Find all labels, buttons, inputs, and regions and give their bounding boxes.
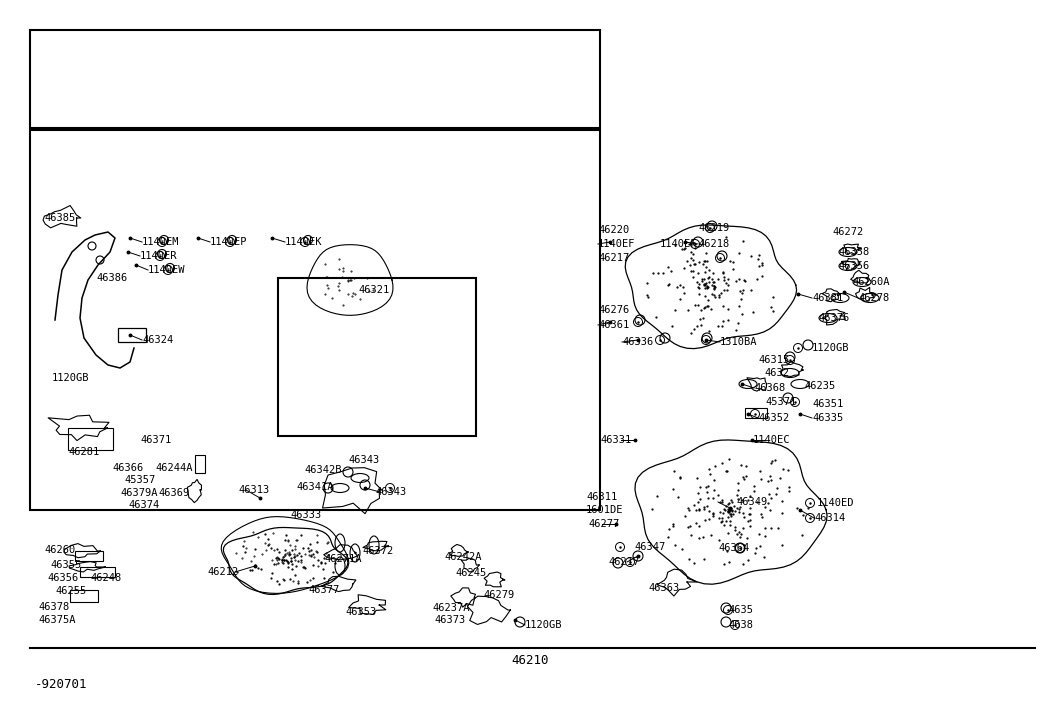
- Text: 46381: 46381: [812, 293, 843, 303]
- Text: 46355: 46355: [50, 560, 81, 570]
- Text: 4638: 4638: [728, 620, 753, 630]
- Text: -920701: -920701: [35, 678, 87, 691]
- Text: 46260A: 46260A: [853, 277, 890, 287]
- Bar: [68, 428, 113, 450]
- Text: 46372: 46372: [362, 546, 393, 556]
- Text: 1140EW: 1140EW: [148, 265, 186, 275]
- Text: 1140EK: 1140EK: [285, 237, 322, 247]
- Text: 46352: 46352: [758, 413, 789, 423]
- Text: 1601DE: 1601DE: [586, 505, 624, 515]
- Text: 46385: 46385: [44, 213, 75, 223]
- Text: 46374: 46374: [128, 500, 159, 510]
- Text: 46376: 46376: [819, 313, 849, 323]
- Text: 46358: 46358: [838, 247, 870, 257]
- Bar: [30, 30, 600, 128]
- Bar: [195, 455, 205, 473]
- Text: 46278: 46278: [858, 293, 890, 303]
- Text: 4635: 4635: [728, 605, 753, 615]
- Text: 46342B: 46342B: [304, 465, 341, 475]
- Text: 46242A: 46242A: [444, 552, 482, 562]
- Text: 46255: 46255: [55, 586, 86, 596]
- Bar: [118, 328, 146, 342]
- Text: 46311: 46311: [586, 492, 618, 502]
- Text: 46377: 46377: [308, 585, 339, 595]
- Bar: [30, 130, 600, 510]
- Text: 46386: 46386: [96, 273, 128, 283]
- Text: 46368: 46368: [754, 383, 786, 393]
- Text: 46375A: 46375A: [38, 615, 75, 625]
- Text: 46313: 46313: [238, 485, 269, 495]
- Text: 1140EF: 1140EF: [660, 239, 697, 249]
- Text: 1120GB: 1120GB: [525, 620, 562, 630]
- Text: 46248: 46248: [90, 573, 121, 583]
- Text: 46217: 46217: [608, 557, 639, 567]
- Bar: [75, 551, 103, 561]
- Text: 46336: 46336: [622, 337, 654, 347]
- Text: 46356: 46356: [47, 573, 79, 583]
- Text: 46373: 46373: [434, 615, 466, 625]
- Text: 46212: 46212: [207, 567, 238, 577]
- Bar: [745, 408, 767, 418]
- Text: 46314: 46314: [814, 513, 845, 523]
- Text: 1140EP: 1140EP: [210, 237, 248, 247]
- Text: 46276: 46276: [598, 305, 629, 315]
- Text: 46260: 46260: [44, 545, 75, 555]
- Text: 45371: 45371: [765, 397, 796, 407]
- Bar: [279, 278, 476, 436]
- Text: 46364: 46364: [718, 543, 749, 553]
- Text: 1140ED: 1140ED: [817, 498, 855, 508]
- Text: 46343: 46343: [348, 455, 379, 465]
- Text: 46272: 46272: [832, 227, 863, 237]
- Text: 46220: 46220: [598, 225, 629, 235]
- Text: 46378: 46378: [38, 602, 69, 612]
- Text: 46347: 46347: [634, 542, 665, 552]
- Text: 46363: 46363: [648, 583, 679, 593]
- Text: 46351: 46351: [812, 399, 843, 409]
- Bar: [70, 590, 98, 602]
- Text: 1140EC: 1140EC: [753, 435, 791, 445]
- Text: 46356: 46356: [838, 261, 870, 271]
- Bar: [80, 567, 115, 577]
- Text: 46349: 46349: [736, 497, 767, 507]
- Text: 46379A: 46379A: [120, 488, 157, 498]
- Text: 46369: 46369: [158, 488, 189, 498]
- Text: 46219: 46219: [698, 223, 729, 233]
- Text: 1140EM: 1140EM: [142, 237, 180, 247]
- Text: 46277: 46277: [588, 519, 620, 529]
- Text: 1120GB: 1120GB: [52, 373, 89, 383]
- Text: 46271A: 46271A: [324, 554, 361, 564]
- Text: 46361: 46361: [598, 320, 629, 330]
- Text: 46218: 46218: [698, 239, 729, 249]
- Text: 4632: 4632: [764, 368, 789, 378]
- Text: 46371: 46371: [140, 435, 171, 445]
- Text: 1140EF: 1140EF: [598, 239, 636, 249]
- Text: 46217: 46217: [598, 253, 629, 263]
- Text: 46210: 46210: [511, 654, 549, 667]
- Text: 46333: 46333: [290, 510, 321, 520]
- Text: 46335: 46335: [812, 413, 843, 423]
- Text: 1120GB: 1120GB: [812, 343, 849, 353]
- Text: 46244A: 46244A: [155, 463, 192, 473]
- Text: 1310BA: 1310BA: [720, 337, 758, 347]
- Text: 1140ER: 1140ER: [140, 251, 178, 261]
- Text: 46343: 46343: [375, 487, 406, 497]
- Text: 46279: 46279: [483, 590, 514, 600]
- Text: 46237A: 46237A: [432, 603, 470, 613]
- Text: 46235: 46235: [804, 381, 836, 391]
- Text: 46281: 46281: [68, 447, 99, 457]
- Text: 46245: 46245: [455, 568, 486, 578]
- Text: 45357: 45357: [124, 475, 155, 485]
- Text: 46324: 46324: [142, 335, 173, 345]
- Text: 46341A: 46341A: [296, 482, 334, 492]
- Text: 46315: 46315: [758, 355, 789, 365]
- Text: 46321: 46321: [358, 285, 389, 295]
- Text: 46331: 46331: [600, 435, 631, 445]
- Text: 46366: 46366: [112, 463, 144, 473]
- Text: 46353: 46353: [345, 607, 376, 617]
